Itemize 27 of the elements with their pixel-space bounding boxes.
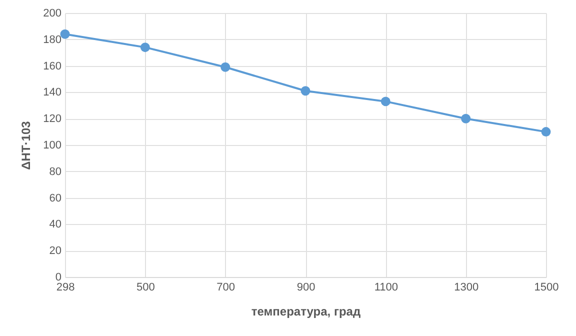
x-tick-label: 1100 (374, 282, 398, 294)
x-tick-label: 298 (56, 282, 75, 294)
y-tick-label: 0 (55, 272, 62, 284)
point (140, 42, 150, 52)
y-tick-label: 40 (49, 218, 62, 231)
x-tick-label: 500 (136, 282, 155, 294)
y-tick-label: 60 (49, 192, 62, 204)
y-tick-label: 200 (43, 8, 62, 20)
point (380, 96, 390, 106)
x-tick-label: 1300 (454, 282, 479, 294)
point (541, 127, 551, 137)
y-tick-label: 80 (49, 166, 62, 178)
y-tick-label: 100 (43, 140, 62, 152)
point (461, 114, 471, 124)
x-tick-label: 900 (296, 282, 316, 294)
point (300, 86, 310, 96)
y-axis-title: ΔHT·103 (19, 120, 34, 170)
x-tick-label: 1500 (534, 282, 559, 294)
y-tick-label: 120 (43, 113, 62, 126)
y-tick-label: 20 (49, 245, 62, 258)
y-tick-label: 160 (43, 60, 62, 72)
y-tick-label: 180 (43, 34, 62, 46)
point (60, 29, 70, 39)
y-tick-label: 140 (43, 86, 62, 99)
x-axis-title: температура, град (251, 304, 361, 318)
x-tick-label: 700 (216, 282, 236, 294)
point (220, 62, 230, 72)
